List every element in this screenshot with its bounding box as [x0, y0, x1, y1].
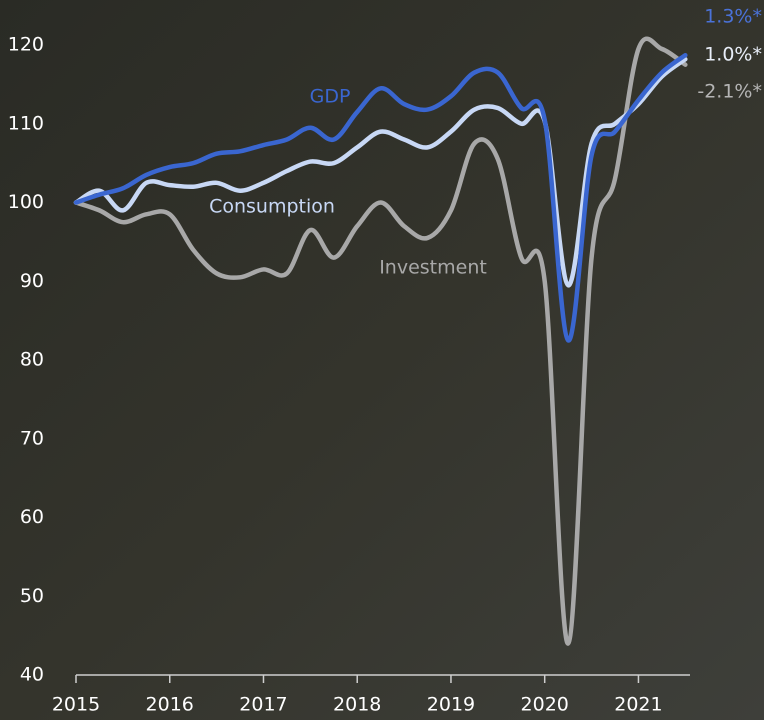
x-tick-label: 2021	[614, 694, 662, 716]
y-tick-label: 70	[20, 427, 44, 449]
y-tick-label: 100	[8, 191, 44, 213]
end-label: 1.0%*	[704, 44, 762, 66]
x-tick-label: 2016	[146, 694, 194, 716]
x-tick-label: 2020	[521, 694, 569, 716]
x-tick-label: 2017	[239, 694, 287, 716]
y-tick-label: 40	[20, 664, 44, 686]
y-tick-label: 60	[20, 506, 44, 528]
y-tick-label: 80	[20, 349, 44, 371]
x-tick-label: 2015	[52, 694, 100, 716]
series-line	[73, 52, 688, 343]
y-tick-label: 110	[8, 112, 44, 134]
series-line	[73, 56, 688, 288]
series-label: Consumption	[209, 196, 335, 218]
end-label: 1.3%*	[704, 6, 762, 28]
series-label: GDP	[310, 86, 351, 108]
y-tick-label: 90	[20, 270, 44, 292]
y-tick-label: 120	[8, 34, 44, 56]
y-tick-label: 50	[20, 585, 44, 607]
series-label: Investment	[379, 257, 487, 279]
x-tick-label: 2019	[427, 694, 475, 716]
end-label: -2.1%*	[697, 81, 762, 103]
x-tick-label: 2018	[333, 694, 381, 716]
series-line	[73, 36, 688, 646]
